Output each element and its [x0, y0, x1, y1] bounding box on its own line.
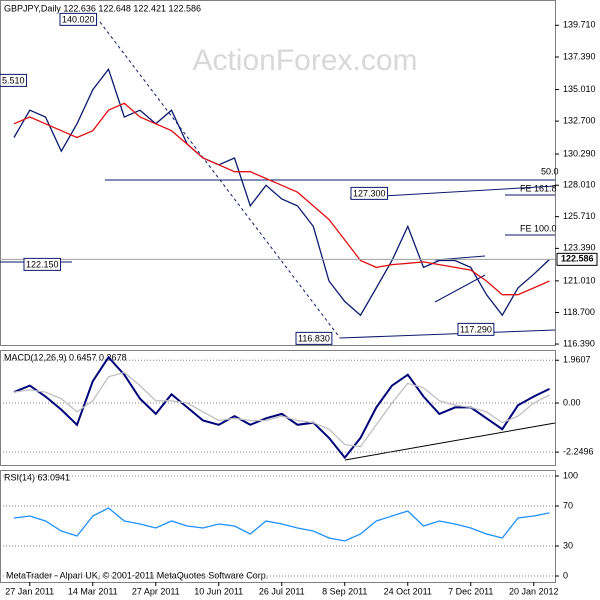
channel-bottom	[339, 329, 556, 339]
y-tick-label: 30	[563, 540, 573, 550]
annotation: FE 161.8	[520, 183, 557, 193]
watermark: ActionForex.com	[192, 44, 417, 77]
annotation: 140.020	[59, 12, 98, 26]
annotation-label: FE 161.8	[520, 183, 557, 193]
annotation-box	[59, 12, 98, 26]
y-tick-label: 137.390	[563, 51, 596, 61]
x-tick-label: 27 Jan 2011	[5, 586, 54, 596]
macd-pane	[0, 350, 556, 466]
annotation-label: 116.830	[298, 333, 330, 343]
annotation-label: 127.300	[353, 188, 386, 198]
annotation-label: FE 100.0	[520, 223, 557, 233]
annotation: 117.290	[457, 322, 495, 336]
series-line	[13, 355, 550, 460]
series-line	[13, 67, 550, 317]
rsi-title: RSI(14) 63.0941	[4, 472, 70, 482]
y-tick-label: 116.390	[563, 338, 595, 348]
x-tick-label: 10 Jun 2011	[194, 586, 243, 596]
x-tick-label: 14 Mar 2011	[68, 586, 118, 596]
annotation-label: 122.150	[26, 259, 59, 269]
series-line	[13, 507, 550, 542]
triangle-bottom	[434, 274, 486, 303]
y-tick-label: 125.710	[563, 211, 596, 221]
annotation: 122.150	[23, 257, 62, 271]
annotation-box	[0, 73, 28, 87]
annotation-box	[295, 331, 333, 345]
footer: MetaTrader - Alpari UK, © 2001-2011 Meta…	[6, 570, 268, 580]
macd-trend-line	[344, 422, 556, 461]
annotation-label: 117.290	[460, 324, 492, 334]
y-tick-label: 123.390	[563, 243, 596, 253]
x-tick-label: 8 Sep 2011	[322, 586, 367, 596]
y-tick-label: 139.710	[563, 20, 596, 30]
annotation-box	[23, 257, 62, 271]
annotation: 127.300	[350, 186, 389, 200]
series-line	[13, 102, 550, 296]
y-tick-label: 1.9607	[563, 355, 591, 365]
macd-title: MACD(12,26,9) 0.6457 0.3678	[4, 352, 127, 362]
annotation: 116.830	[295, 331, 333, 345]
y-tick-label: 130.290	[563, 148, 596, 158]
annotation-label: 140.020	[62, 14, 95, 24]
x-tick-label: 7 Dec 2011	[448, 586, 493, 596]
x-tick-label: 24 Oct 2011	[384, 586, 432, 596]
y-tick-label: 70	[563, 500, 573, 510]
annotation-label: 50.0	[541, 166, 559, 176]
annotation-box	[457, 322, 495, 336]
y-tick-label: 100	[563, 470, 578, 480]
x-tick-label: 27 Apr 2011	[132, 586, 180, 596]
price-pane	[0, 0, 556, 346]
y-tick-label: 135.010	[563, 84, 596, 94]
chart-title: GBPJPY,Daily 122.636 122.648 122.421 122…	[4, 3, 201, 13]
series-line	[13, 371, 550, 448]
y-tick-label: 132.700	[563, 115, 596, 125]
annotation: FE 100.0	[520, 223, 557, 233]
y-tick-label: -2.2496	[563, 446, 594, 456]
y-tick-label: 0	[563, 570, 568, 580]
y-tick-label: 118.700	[563, 307, 595, 317]
annotation: 50.0	[541, 166, 559, 176]
x-tick-label: 20 Jan 2012	[509, 586, 559, 596]
x-tick-label: 26 Jul 2011	[259, 586, 305, 596]
rsi-pane	[0, 470, 556, 583]
y-tick-label: 128.010	[563, 180, 596, 190]
annotation: 5.510	[0, 73, 28, 87]
last-price-box	[556, 252, 598, 266]
y-tick-label: 121.010	[563, 275, 596, 285]
annotation-label: 5.510	[2, 75, 25, 85]
last-price-label: 122.586	[561, 254, 594, 264]
y-tick-label: 0.00	[563, 397, 581, 407]
annotation-box	[350, 186, 389, 200]
diagonal	[99, 21, 341, 339]
